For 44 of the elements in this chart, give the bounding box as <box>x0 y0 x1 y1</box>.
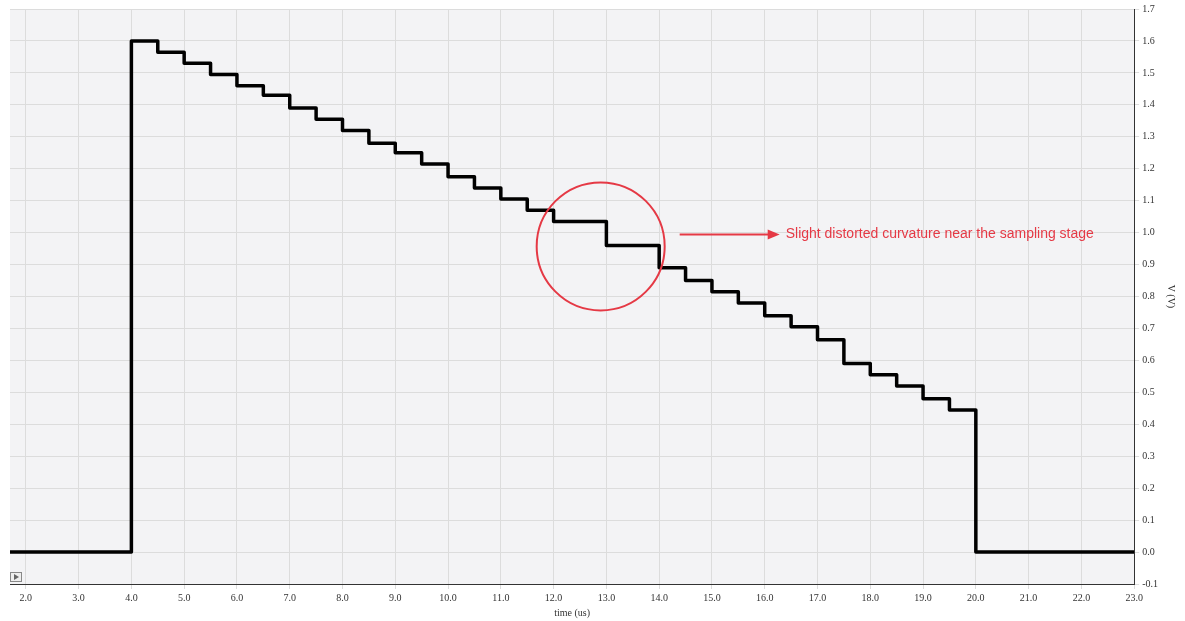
x-tick-label: 20.0 <box>967 591 985 603</box>
x-tick-label: 17.0 <box>808 591 827 603</box>
x-tick-label: 10.0 <box>439 591 457 603</box>
x-tick-label: 16.0 <box>755 591 774 603</box>
x-tick-label: 19.0 <box>914 591 932 603</box>
y-tick-label: 1.7 <box>1142 2 1155 14</box>
x-tick-label: 4.0 <box>125 591 138 603</box>
y-tick-label: 1.2 <box>1142 162 1155 174</box>
annotation: Slight distorted curvature near the sampling stage <box>785 225 1095 242</box>
y-tick-label: 1.6 <box>1142 34 1155 46</box>
y-tick-label: 0.5 <box>1142 385 1155 397</box>
x-tick-label: 21.0 <box>1019 591 1038 603</box>
y-tick-label: -0.1 <box>1142 577 1159 589</box>
y-tick-label: 1.1 <box>1142 194 1155 206</box>
y-tick-label: 0.2 <box>1142 481 1155 493</box>
y-tick-label: 0.3 <box>1142 449 1155 461</box>
y-tick-label: 1.5 <box>1142 66 1155 78</box>
x-axis-title: time (us) <box>554 606 590 619</box>
y-tick-label: 1.3 <box>1142 130 1155 142</box>
y-tick-label: 0.0 <box>1142 545 1155 557</box>
y-tick-label: 0.1 <box>1142 513 1155 525</box>
x-tick-label: 12.0 <box>544 591 563 603</box>
y-tick-label: 0.4 <box>1142 417 1155 429</box>
x-tick-label: 5.0 <box>177 591 191 603</box>
x-tick-label: 14.0 <box>650 591 668 603</box>
x-tick-label: 13.0 <box>597 591 616 603</box>
y-tick-label: 0.8 <box>1142 290 1155 302</box>
x-tick-label: 23.0 <box>1125 591 1143 603</box>
x-tick-label: 18.0 <box>861 591 880 603</box>
y-tick-label: 1.4 <box>1142 98 1155 110</box>
y-tick-label: 0.9 <box>1142 258 1155 270</box>
x-tick-label: 7.0 <box>283 591 296 603</box>
y-tick-label: 0.6 <box>1142 354 1155 366</box>
x-tick-label: 11.0 <box>492 591 510 603</box>
x-tick-label: 8.0 <box>336 591 349 603</box>
x-tick-label: 6.0 <box>230 591 244 603</box>
y-axis-title: V (V) <box>1165 284 1178 309</box>
x-tick-label: 3.0 <box>72 591 85 603</box>
x-tick-label: 2.0 <box>19 591 33 603</box>
x-tick-label: 9.0 <box>389 591 402 603</box>
y-tick-label: 0.7 <box>1142 322 1155 334</box>
x-tick-label: 15.0 <box>703 591 721 603</box>
x-tick-label: 22.0 <box>1072 591 1091 603</box>
y-tick-label: 1.0 <box>1142 226 1155 238</box>
